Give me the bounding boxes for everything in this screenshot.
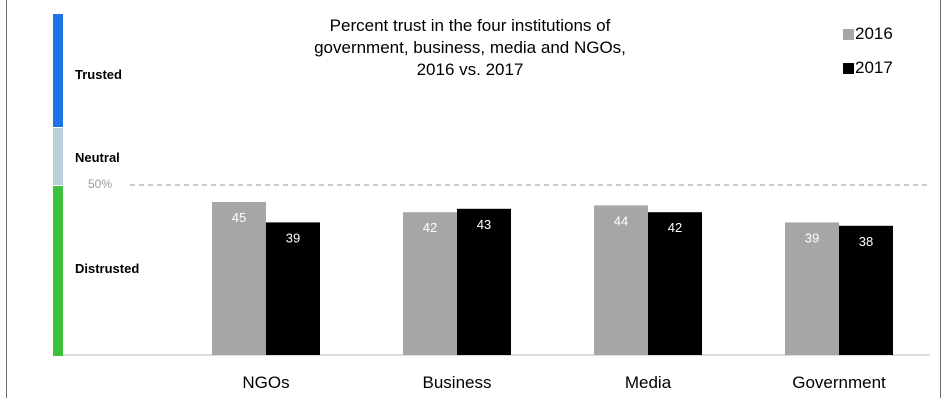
data-label-government-2017: 38: [859, 234, 873, 249]
bar-ngos-2017: [266, 222, 320, 355]
neutral-label: Neutral: [75, 150, 120, 165]
reference-line-label: 50%: [88, 177, 113, 191]
bar-business-2016: [403, 212, 457, 355]
distrusted-label: Distrusted: [75, 261, 140, 276]
distrusted-band: [53, 186, 63, 356]
chart-title: Percent trust in the four institutions o…: [270, 15, 670, 81]
legend-swatch-2016: [843, 29, 854, 40]
data-label-media-2017: 42: [668, 220, 682, 235]
x-tick-label-business: Business: [423, 373, 492, 392]
chart-title-line-2: government, business, media and NGOs,: [314, 38, 626, 57]
bar-media-2016: [594, 205, 648, 355]
data-label-ngos-2016: 45: [232, 210, 246, 225]
legend-label-2016: 2016: [855, 24, 893, 43]
bar-government-2016: [785, 222, 839, 355]
x-tick-label-media: Media: [625, 373, 672, 392]
data-label-business-2017: 43: [477, 217, 491, 232]
bar-government-2017: [839, 225, 893, 355]
data-label-ngos-2017: 39: [286, 230, 300, 245]
data-label-government-2016: 39: [805, 230, 819, 245]
neutral-band: [53, 128, 63, 185]
legend-label-2017: 2017: [855, 58, 893, 77]
bar-ngos-2016: [212, 202, 266, 355]
bar-media-2017: [648, 212, 702, 355]
trusted-band: [53, 14, 63, 127]
x-tick-label-government: Government: [792, 373, 886, 392]
chart-title-line-1: Percent trust in the four institutions o…: [329, 16, 611, 35]
legend-swatch-2017: [843, 63, 854, 74]
x-tick-label-ngos: NGOs: [242, 373, 289, 392]
data-label-business-2016: 42: [423, 220, 437, 235]
chart-frame: [6, 0, 941, 398]
chart-title-line-3: 2016 vs. 2017: [416, 60, 524, 79]
bar-business-2017: [457, 208, 511, 355]
data-label-media-2016: 44: [614, 213, 628, 228]
trusted-label: Trusted: [75, 67, 122, 82]
